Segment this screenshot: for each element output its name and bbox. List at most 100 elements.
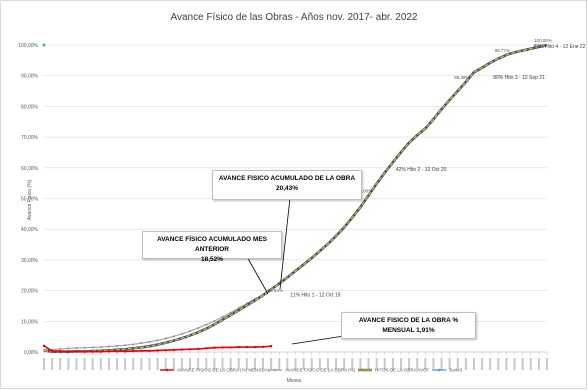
data-label: 88,38%	[454, 75, 469, 80]
x-tick-label-mark	[335, 358, 338, 370]
x-tick-label-mark	[148, 358, 151, 370]
data-labels: 100,00% 96,77% 88,38% 51,00% 18,54% 89% Hito …	[268, 38, 586, 299]
series-mensual-point	[221, 346, 224, 349]
series-avance-point	[189, 330, 192, 333]
x-tick-label-mark	[156, 358, 159, 370]
x-tick-label-mark	[294, 358, 297, 370]
series-mensual-point	[67, 350, 70, 353]
legend-label: AVANCE FISICO DE LA OBRA (%) MENSUAL	[177, 368, 271, 373]
x-tick-label-mark	[205, 358, 208, 370]
series-mensual-point	[196, 347, 200, 351]
y-tick-labels: 0,00% 10,00% 20,00% 30,00% 40,00% 50,00% 60,00…	[18, 43, 38, 356]
legend-marker	[273, 368, 277, 372]
series-avance-point	[221, 316, 224, 319]
x-tick-label-mark	[367, 358, 370, 370]
series-mensual-point	[148, 349, 151, 352]
data-label: 100,00%	[534, 38, 552, 43]
x-tick-label-mark	[399, 358, 402, 370]
x-tick-label-mark	[51, 358, 54, 370]
series-mensual-point	[229, 346, 232, 349]
callout-mes-anterior: AVANCE FÍSICO ACUMULADO MES ANTERIOR 18,…	[142, 231, 282, 263]
series-lines	[42, 43, 548, 353]
series-mensual-point	[213, 346, 216, 349]
x-tick-label-mark	[513, 358, 516, 370]
legend: AVANCE FISICO DE LA OBRA (%) MENSUAL AVAN…	[160, 368, 463, 373]
series-avance-line	[43, 71, 475, 352]
x-tick-label-mark	[270, 358, 273, 370]
series-mensual-point	[83, 350, 86, 353]
x-tick-label-mark	[132, 358, 135, 370]
data-label: 96,77%	[495, 48, 510, 53]
series-avance-point	[91, 346, 94, 349]
x-tick-label-mark	[310, 358, 313, 370]
series-avance-point	[148, 340, 151, 343]
x-tick-label-mark	[318, 358, 321, 370]
y-tick-label: 30,00%	[21, 258, 39, 264]
x-tick-label-mark	[229, 358, 232, 370]
series-avance-point	[99, 346, 102, 349]
x-tick-label-mark	[424, 358, 427, 370]
series-mensual-point	[188, 348, 192, 351]
series-mensual-point	[269, 344, 273, 348]
arrow-acumulado	[279, 197, 291, 290]
x-tick-label-mark	[253, 358, 256, 370]
series-mensual-point	[205, 347, 208, 350]
callout-acumulado: AVANCE FISICO ACUMULADO DE LA OBRA 20,43…	[212, 170, 362, 200]
series-avance-point	[116, 344, 119, 347]
x-tick-label-mark	[440, 358, 443, 370]
y-tick-label: 70,00%	[21, 135, 39, 141]
x-tick-label-mark	[416, 358, 419, 370]
x-tick-label-mark	[99, 358, 102, 370]
legend-marker	[437, 368, 441, 372]
x-tick-label-mark	[221, 358, 224, 370]
arrow-mes-anterior	[245, 254, 269, 295]
y-tick-label: 40,00%	[21, 227, 39, 233]
series-avance-point	[75, 347, 78, 350]
series-avance-point	[140, 342, 143, 345]
hito-label: 89% Hito 4 - 12 Ene 22	[534, 44, 586, 50]
x-tick-label-mark	[213, 358, 216, 370]
x-tick-label-mark	[326, 358, 329, 370]
series-mensual-point	[164, 348, 167, 352]
x-tick-label-mark	[383, 358, 386, 370]
legend-label: AVANCE FISICO DE LA OBRA (%)	[285, 368, 356, 373]
arrow-mensual	[291, 335, 345, 345]
series-avance-point	[132, 343, 135, 346]
series-mensual-point	[99, 350, 102, 353]
y-tick-label: 50,00%	[21, 197, 39, 203]
hito-label: 80% Hito 3 - 12 Sep 21	[493, 75, 545, 81]
hito-label: 11% Hito 1 - 12 Oct 19	[290, 293, 340, 299]
x-tick-label-mark	[359, 358, 362, 370]
x-tick-label-mark	[278, 358, 281, 370]
x-tick-label-mark	[286, 358, 289, 370]
x-tick-label-mark	[262, 358, 265, 370]
series-avance-point	[213, 319, 216, 322]
series-mensual-point	[107, 350, 111, 353]
series-mensual-point	[261, 345, 265, 348]
series-avance-point	[164, 337, 167, 340]
y-tick-label: 0,00%	[24, 350, 39, 356]
series-avance-point	[180, 332, 183, 335]
series-avance-point	[107, 345, 110, 348]
data-label: 18,54%	[268, 288, 283, 293]
series-mensual-point	[180, 348, 184, 351]
x-tick-label-mark	[432, 358, 435, 370]
legend-label: Serie3	[449, 368, 463, 373]
x-tick-label-mark	[237, 358, 240, 370]
series-mensual-point	[115, 350, 119, 353]
x-tick-label-mark	[164, 358, 167, 370]
series4-point	[42, 43, 46, 47]
series-mensual-point	[91, 350, 94, 353]
y-tick-label: 80,00%	[21, 104, 39, 110]
y-tick-label: 60,00%	[21, 166, 39, 172]
series-mensual-point	[75, 350, 78, 353]
x-tick-label-mark	[521, 358, 524, 370]
y-tick-label: 20,00%	[21, 289, 39, 295]
data-label: 51,00%	[357, 188, 372, 193]
x-tick-label-mark	[505, 358, 508, 370]
x-tick-label-mark	[456, 358, 459, 370]
series-avance-point	[172, 335, 175, 338]
x-tick-label-mark	[472, 358, 475, 370]
